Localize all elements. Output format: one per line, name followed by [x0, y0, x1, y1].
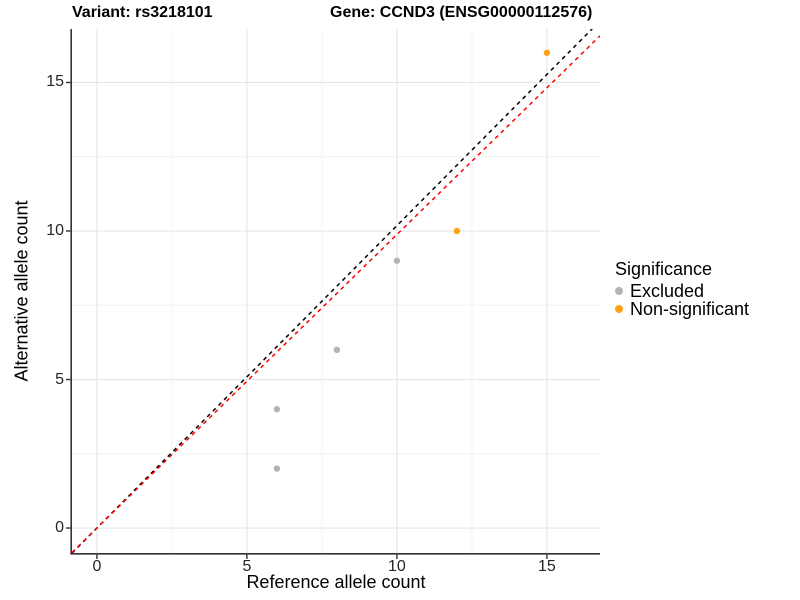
y-tick-label: 15 — [46, 73, 64, 91]
legend-title: Significance — [615, 259, 713, 279]
legend-label: Excluded — [630, 281, 705, 301]
legend-item-excluded: Excluded — [615, 282, 749, 300]
identity-line-black — [72, 29, 594, 553]
legend-dot-excluded — [615, 287, 623, 295]
data-point-non-significant — [543, 49, 551, 56]
variant-title: Variant: rs3218101 — [72, 4, 213, 21]
data-point-excluded — [273, 465, 281, 472]
data-point-excluded — [333, 346, 341, 354]
x-tick-label: 0 — [92, 558, 102, 575]
x-tick-label: 5 — [242, 558, 252, 575]
legend: Significance Excluded Non-significant — [615, 260, 749, 318]
y-tick-label: 0 — [55, 519, 64, 537]
y-axis-title: Alternative allele count — [11, 200, 32, 382]
legend-dot-non-significant — [615, 305, 623, 313]
data-point-excluded — [273, 406, 281, 413]
x-tick-label: 15 — [537, 558, 556, 575]
gene-title: Gene: CCND3 (ENSG00000112576) — [330, 4, 593, 21]
legend-label: Non-significant — [630, 299, 750, 319]
data-point-excluded — [393, 257, 401, 264]
fitted-line-red — [72, 35, 600, 553]
legend-items: Excluded Non-significant — [615, 282, 749, 318]
legend-item-non-significant: Non-significant — [615, 300, 749, 318]
data-point-non-significant — [453, 227, 461, 235]
x-tick-label: 10 — [387, 558, 406, 575]
y-tick-label: 5 — [55, 370, 64, 388]
x-axis-title: Reference allele count — [246, 572, 426, 592]
y-tick-label: 10 — [46, 221, 64, 239]
